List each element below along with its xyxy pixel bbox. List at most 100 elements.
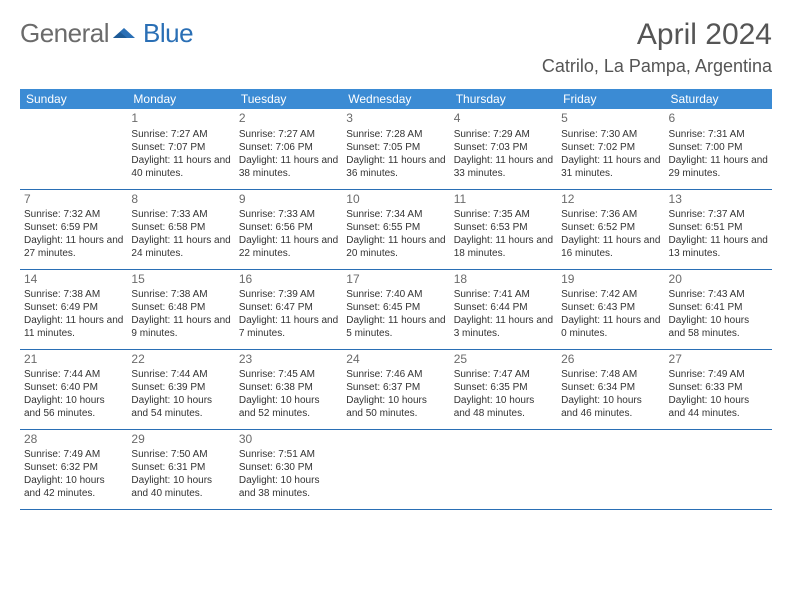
sunset-text: Sunset: 7:07 PM [131,141,230,154]
day-number: 26 [561,352,660,368]
brand-part1: General [20,18,109,49]
calendar-head: SundayMondayTuesdayWednesdayThursdayFrid… [20,89,772,109]
day-number: 20 [669,272,768,288]
calendar-day-cell: 26Sunrise: 7:48 AMSunset: 6:34 PMDayligh… [557,349,664,429]
calendar-empty-cell [665,429,772,509]
calendar-empty-cell [342,429,449,509]
sunrise-text: Sunrise: 7:34 AM [346,208,445,221]
day-number: 21 [24,352,123,368]
calendar-day-cell: 2Sunrise: 7:27 AMSunset: 7:06 PMDaylight… [235,109,342,189]
day-number: 11 [454,192,553,208]
daylight-text: Daylight: 11 hours and 38 minutes. [239,154,338,180]
calendar-day-cell: 12Sunrise: 7:36 AMSunset: 6:52 PMDayligh… [557,189,664,269]
day-number: 25 [454,352,553,368]
sunset-text: Sunset: 6:51 PM [669,221,768,234]
daylight-text: Daylight: 10 hours and 58 minutes. [669,314,768,340]
weekday-header: Sunday [20,89,127,109]
location-text: Catrilo, La Pampa, Argentina [542,56,772,77]
daylight-text: Daylight: 10 hours and 42 minutes. [24,474,123,500]
sunset-text: Sunset: 7:05 PM [346,141,445,154]
calendar-day-cell: 28Sunrise: 7:49 AMSunset: 6:32 PMDayligh… [20,429,127,509]
sunrise-text: Sunrise: 7:33 AM [131,208,230,221]
day-number: 3 [346,111,445,127]
calendar-week-row: 7Sunrise: 7:32 AMSunset: 6:59 PMDaylight… [20,189,772,269]
daylight-text: Daylight: 10 hours and 54 minutes. [131,394,230,420]
day-number: 23 [239,352,338,368]
sunrise-text: Sunrise: 7:47 AM [454,368,553,381]
calendar-day-cell: 29Sunrise: 7:50 AMSunset: 6:31 PMDayligh… [127,429,234,509]
sunset-text: Sunset: 6:32 PM [24,461,123,474]
sunrise-text: Sunrise: 7:49 AM [24,448,123,461]
weekday-header: Wednesday [342,89,449,109]
sunrise-text: Sunrise: 7:27 AM [131,128,230,141]
calendar-day-cell: 9Sunrise: 7:33 AMSunset: 6:56 PMDaylight… [235,189,342,269]
day-number: 14 [24,272,123,288]
daylight-text: Daylight: 11 hours and 27 minutes. [24,234,123,260]
sunset-text: Sunset: 7:00 PM [669,141,768,154]
calendar-day-cell: 13Sunrise: 7:37 AMSunset: 6:51 PMDayligh… [665,189,772,269]
calendar-day-cell: 7Sunrise: 7:32 AMSunset: 6:59 PMDaylight… [20,189,127,269]
calendar-day-cell: 11Sunrise: 7:35 AMSunset: 6:53 PMDayligh… [450,189,557,269]
sunrise-text: Sunrise: 7:32 AM [24,208,123,221]
daylight-text: Daylight: 11 hours and 33 minutes. [454,154,553,180]
day-number: 22 [131,352,230,368]
daylight-text: Daylight: 11 hours and 31 minutes. [561,154,660,180]
title-block: April 2024 Catrilo, La Pampa, Argentina [542,18,772,77]
sunrise-text: Sunrise: 7:27 AM [239,128,338,141]
sunset-text: Sunset: 7:02 PM [561,141,660,154]
calendar-day-cell: 1Sunrise: 7:27 AMSunset: 7:07 PMDaylight… [127,109,234,189]
sunrise-text: Sunrise: 7:33 AM [239,208,338,221]
calendar-day-cell: 16Sunrise: 7:39 AMSunset: 6:47 PMDayligh… [235,269,342,349]
sunrise-text: Sunrise: 7:49 AM [669,368,768,381]
calendar-empty-cell [557,429,664,509]
daylight-text: Daylight: 11 hours and 29 minutes. [669,154,768,180]
calendar-day-cell: 6Sunrise: 7:31 AMSunset: 7:00 PMDaylight… [665,109,772,189]
sunset-text: Sunset: 6:55 PM [346,221,445,234]
sunset-text: Sunset: 7:03 PM [454,141,553,154]
calendar-day-cell: 8Sunrise: 7:33 AMSunset: 6:58 PMDaylight… [127,189,234,269]
day-number: 6 [669,111,768,127]
daylight-text: Daylight: 10 hours and 56 minutes. [24,394,123,420]
sunset-text: Sunset: 6:40 PM [24,381,123,394]
daylight-text: Daylight: 10 hours and 52 minutes. [239,394,338,420]
day-number: 5 [561,111,660,127]
sunset-text: Sunset: 6:34 PM [561,381,660,394]
day-number: 28 [24,432,123,448]
day-number: 17 [346,272,445,288]
sunrise-text: Sunrise: 7:48 AM [561,368,660,381]
sunrise-text: Sunrise: 7:51 AM [239,448,338,461]
sunrise-text: Sunrise: 7:44 AM [24,368,123,381]
day-number: 12 [561,192,660,208]
sunrise-text: Sunrise: 7:37 AM [669,208,768,221]
calendar-day-cell: 22Sunrise: 7:44 AMSunset: 6:39 PMDayligh… [127,349,234,429]
day-number: 7 [24,192,123,208]
sunrise-text: Sunrise: 7:38 AM [24,288,123,301]
calendar-day-cell: 17Sunrise: 7:40 AMSunset: 6:45 PMDayligh… [342,269,449,349]
day-number: 13 [669,192,768,208]
brand-logo: General Blue [20,18,193,49]
calendar-day-cell: 19Sunrise: 7:42 AMSunset: 6:43 PMDayligh… [557,269,664,349]
calendar-day-cell: 24Sunrise: 7:46 AMSunset: 6:37 PMDayligh… [342,349,449,429]
calendar-day-cell: 4Sunrise: 7:29 AMSunset: 7:03 PMDaylight… [450,109,557,189]
sunrise-text: Sunrise: 7:46 AM [346,368,445,381]
brand-part2: Blue [143,18,193,49]
calendar-empty-cell [450,429,557,509]
day-number: 19 [561,272,660,288]
sunset-text: Sunset: 6:53 PM [454,221,553,234]
calendar-day-cell: 5Sunrise: 7:30 AMSunset: 7:02 PMDaylight… [557,109,664,189]
sunset-text: Sunset: 6:30 PM [239,461,338,474]
daylight-text: Daylight: 10 hours and 40 minutes. [131,474,230,500]
day-number: 1 [131,111,230,127]
flag-icon [113,18,139,49]
sunset-text: Sunset: 6:33 PM [669,381,768,394]
daylight-text: Daylight: 11 hours and 0 minutes. [561,314,660,340]
sunset-text: Sunset: 6:44 PM [454,301,553,314]
sunset-text: Sunset: 6:43 PM [561,301,660,314]
calendar-week-row: 28Sunrise: 7:49 AMSunset: 6:32 PMDayligh… [20,429,772,509]
sunrise-text: Sunrise: 7:35 AM [454,208,553,221]
sunrise-text: Sunrise: 7:41 AM [454,288,553,301]
daylight-text: Daylight: 11 hours and 5 minutes. [346,314,445,340]
sunset-text: Sunset: 6:58 PM [131,221,230,234]
sunset-text: Sunset: 6:48 PM [131,301,230,314]
daylight-text: Daylight: 11 hours and 16 minutes. [561,234,660,260]
